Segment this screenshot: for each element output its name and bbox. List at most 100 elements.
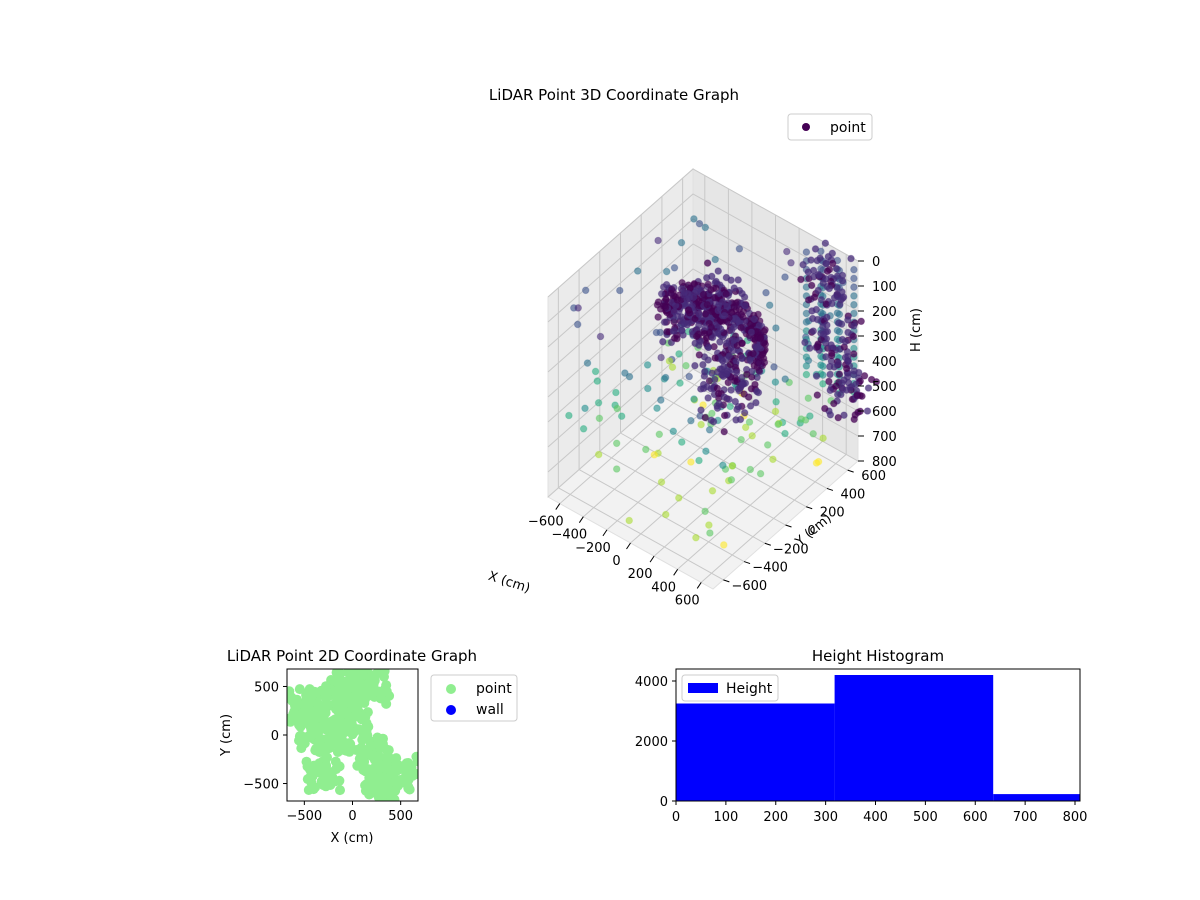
x-tick-label: 600 — [963, 810, 988, 825]
y-tick-mark — [723, 579, 730, 583]
data-point — [826, 386, 835, 395]
data-point — [595, 414, 604, 423]
data-point — [294, 735, 304, 746]
data-point — [828, 299, 836, 308]
data-point — [670, 307, 679, 316]
data-point — [707, 416, 716, 425]
data-point — [718, 298, 727, 306]
data-point — [311, 722, 322, 733]
data-point — [654, 236, 662, 245]
data-point — [371, 669, 382, 679]
data-point — [825, 377, 833, 386]
y-tick-mark — [826, 487, 834, 491]
data-point — [333, 726, 344, 736]
data-point — [697, 406, 705, 414]
x-tick-label: 600 — [675, 593, 700, 608]
data-point — [361, 779, 372, 790]
data-point — [633, 267, 642, 275]
data-point — [781, 375, 790, 383]
x-tick-label: −500 — [286, 809, 322, 824]
data-point — [853, 391, 862, 400]
data-point — [720, 427, 729, 436]
data-point — [804, 394, 813, 403]
data-point — [381, 698, 392, 709]
data-point — [774, 420, 782, 429]
data-point — [298, 708, 309, 719]
data-point — [726, 402, 735, 411]
data-point — [677, 238, 686, 247]
data-point — [761, 326, 769, 334]
data-point — [822, 353, 830, 361]
data-point — [365, 740, 376, 751]
y-tick-mark — [806, 506, 813, 510]
chart-2d: LiDAR Point 2D Coordinate Graph −500−500… — [219, 647, 518, 846]
data-point — [714, 289, 723, 298]
data-point — [841, 337, 850, 346]
data-point — [850, 309, 858, 318]
data-point — [701, 223, 710, 232]
x-tick-label: 0 — [612, 554, 620, 569]
data-point — [305, 764, 316, 775]
data-point — [708, 333, 717, 342]
data-point — [708, 409, 716, 418]
data-point — [752, 398, 760, 407]
data-point — [727, 386, 735, 394]
data-point — [718, 357, 727, 365]
y-tick-label: 0 — [660, 795, 668, 810]
data-point — [802, 318, 811, 326]
data-point — [650, 451, 659, 459]
data-point — [359, 669, 370, 675]
x-tick-mark — [673, 569, 679, 576]
data-point — [808, 314, 817, 323]
data-point — [802, 370, 811, 379]
data-point — [827, 349, 836, 358]
data-point — [702, 274, 711, 282]
data-point — [694, 284, 703, 293]
data-point — [821, 404, 829, 413]
data-point — [665, 357, 674, 365]
data-point — [653, 404, 661, 413]
legend-box — [681, 674, 779, 702]
data-point — [749, 349, 757, 358]
data-point — [714, 306, 722, 315]
data-point — [691, 361, 699, 370]
grid-line-z — [547, 193, 859, 323]
data-point — [381, 686, 392, 697]
y-tick-label: −500 — [243, 778, 279, 793]
data-point — [830, 399, 838, 408]
data-point — [838, 271, 847, 280]
data-point — [802, 309, 811, 318]
data-point — [781, 429, 789, 438]
data-point — [373, 739, 384, 750]
data-point — [834, 359, 843, 368]
histogram-title: Height Histogram — [812, 647, 944, 665]
data-point — [819, 434, 827, 443]
chart-2d-ylabel: Y (cm) — [219, 714, 234, 757]
data-point — [657, 353, 665, 362]
histogram-frame — [675, 668, 1081, 802]
data-point — [325, 780, 336, 790]
histogram-bars — [676, 675, 1080, 801]
data-point — [726, 360, 735, 369]
data-point — [657, 396, 665, 404]
y-tick-label: 4000 — [635, 675, 668, 690]
data-point — [708, 487, 717, 495]
data-point — [287, 686, 295, 697]
data-point — [690, 395, 698, 403]
data-point — [813, 256, 822, 265]
data-point — [700, 329, 709, 338]
data-point — [801, 338, 809, 347]
data-point — [670, 264, 679, 272]
data-point — [806, 344, 814, 353]
data-point — [625, 516, 634, 525]
legend-label-height: Height — [726, 681, 773, 697]
data-point — [731, 397, 740, 406]
data-point — [695, 298, 703, 306]
data-point — [850, 300, 858, 309]
data-point — [720, 311, 729, 320]
data-point — [401, 771, 412, 782]
data-point — [357, 711, 368, 722]
data-point — [711, 294, 719, 302]
data-point — [738, 373, 746, 382]
